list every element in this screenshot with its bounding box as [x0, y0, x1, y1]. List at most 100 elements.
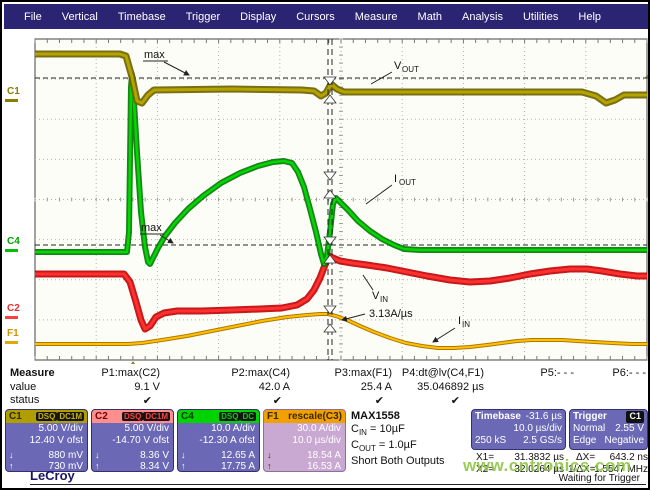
- c2-badge-coupling: DC1M: [143, 412, 170, 421]
- menu-measure[interactable]: Measure: [354, 10, 398, 23]
- x1-label: X1=: [476, 452, 495, 463]
- trigger-level: 2.55 V: [615, 423, 644, 434]
- trigger-title: Trigger: [573, 411, 607, 422]
- test-notes: MAX1558 CIN = 10µF COUT = 1.0µF Short Bo…: [351, 410, 445, 468]
- menu-analysis[interactable]: Analysis: [462, 10, 503, 23]
- c4-min-value: 12.65 A: [221, 450, 255, 461]
- menu-utilities[interactable]: Utilities: [522, 10, 559, 23]
- channel-box-c1[interactable]: C1 DSQ DC1M 5.00 V/div 12.40 V ofst ↓ 880 …: [5, 409, 88, 472]
- menu-math[interactable]: Math: [417, 10, 442, 23]
- f1-function-name: rescale(C3): [288, 411, 342, 422]
- footer-divider: [30, 484, 646, 485]
- measure-p1-label[interactable]: P1:max(C2): [101, 367, 160, 379]
- channel-box-c4[interactable]: C4 DSQ DC 10.0 A/div -12.30 A ofst ↓ 12.65…: [177, 409, 260, 472]
- menu-vertical[interactable]: Vertical: [61, 10, 98, 23]
- c4-badge-coupling: DC: [240, 412, 256, 421]
- x2-value: 32.0264 µs: [514, 464, 564, 475]
- measure-p2-status: ✔: [272, 395, 282, 407]
- c4-id: C4: [181, 411, 194, 422]
- c1-max-value: 730 mV: [48, 461, 83, 472]
- min-arrow-icon: ↓: [181, 450, 186, 460]
- measure-p1-value: 9.1 V: [134, 381, 160, 393]
- trigger-time-marker[interactable]: [128, 361, 138, 364]
- measure-p4-status: ✔: [450, 395, 460, 407]
- timebase-rate: 2.5 GS/s: [523, 435, 562, 446]
- f1-zero-marker[interactable]: [5, 341, 18, 344]
- grid-ticks: [34, 38, 648, 361]
- c4-offset: -12.30 A ofst: [199, 435, 255, 446]
- c4-badge-dsq: DSQ: [219, 412, 241, 421]
- trigger-box[interactable]: Trigger C1 Normal 2.55 V Edge Negative: [569, 409, 648, 450]
- svg-text:IN: IN: [380, 295, 388, 304]
- trigger-slope: Negative: [604, 435, 644, 446]
- menu-display[interactable]: Display: [240, 10, 277, 23]
- c4-scale: 10.0 A/div: [211, 423, 255, 434]
- c1-badge-coupling: DC1M: [57, 412, 84, 421]
- svg-text:OUT: OUT: [402, 65, 419, 74]
- c1-offset: 12.40 V ofst: [29, 435, 83, 446]
- measure-p2-label[interactable]: P2:max(C4): [231, 367, 290, 379]
- measure-p3-status: ✔: [374, 395, 384, 407]
- measure-p6-label[interactable]: P6:- - -: [612, 367, 646, 379]
- x2-label: X2=: [476, 464, 495, 475]
- invdx-value: 1.5547 MHz: [594, 464, 648, 475]
- max-annotation-top: max: [144, 49, 165, 61]
- trigger-mode: Normal: [573, 423, 606, 434]
- trace-iout-c4: [35, 72, 647, 267]
- vin-label: V: [372, 290, 380, 302]
- menu-trigger[interactable]: Trigger: [185, 10, 221, 23]
- trace-iin-f1: [35, 312, 647, 350]
- c2-offset: -14.70 V ofst: [112, 435, 169, 446]
- menu-bar: File Vertical Timebase Trigger Display C…: [4, 4, 648, 29]
- waveform-grid: C1 C4 C2 F1 max V OUT I OUT max: [5, 38, 650, 364]
- function-box-f1[interactable]: F1 rescale(C3) 30.0 A/div 10.0 µs/div ↓ 1…: [263, 409, 346, 472]
- f1-timebase: 10.0 µs/div: [292, 435, 341, 446]
- min-arrow-icon: ↓: [9, 450, 14, 460]
- cursor-crossing-markers: [323, 76, 337, 333]
- c2-id: C2: [95, 411, 108, 422]
- max-arrow-icon: ↑: [95, 461, 100, 471]
- c1-marker-label: C1: [7, 86, 20, 97]
- timebase-delay: -31.6 µs: [525, 411, 562, 422]
- timebase-title: Timebase: [475, 411, 521, 422]
- c2-marker-label: C2: [7, 303, 20, 314]
- measure-p4-label[interactable]: P4:dt@lv(C4,F1): [401, 367, 484, 379]
- c2-badge-dsq: DSQ: [121, 412, 144, 421]
- value-row-label: value: [10, 381, 37, 393]
- measure-p2-value: 42.0 A: [258, 381, 290, 393]
- c1-badge-dsq: DSQ: [35, 412, 58, 421]
- measure-p3-value: 25.4 A: [360, 381, 392, 393]
- vout-label: V: [394, 60, 402, 72]
- c2-zero-marker[interactable]: [5, 316, 18, 319]
- timebase-box[interactable]: Timebase -31.6 µs 10.0 µs/div 250 kS 2.5 G…: [471, 409, 566, 450]
- timebase-scale: 10.0 µs/div: [513, 423, 562, 434]
- lecroy-logo: LeCroy: [30, 468, 75, 483]
- c4-max-value: 17.75 A: [221, 461, 255, 472]
- menu-cursors[interactable]: Cursors: [296, 10, 335, 23]
- menu-file[interactable]: File: [24, 10, 42, 23]
- menu-timebase[interactable]: Timebase: [117, 10, 166, 23]
- plot-annotations: max V OUT I OUT max V IN 3.13A/µs I IN: [140, 49, 470, 343]
- trigger-source-badge: C1: [626, 411, 644, 423]
- c1-scale: 5.00 V/div: [38, 423, 83, 434]
- c1-zero-marker[interactable]: [5, 99, 18, 102]
- c2-min-value: 8.36 V: [140, 450, 169, 461]
- measure-p5-label[interactable]: P5:- - -: [540, 367, 574, 379]
- measure-p3-label[interactable]: P3:max(F1): [334, 367, 392, 379]
- c4-zero-marker[interactable]: [5, 249, 18, 252]
- f1-marker-label: F1: [7, 328, 19, 339]
- max-arrow-icon: ↑: [267, 461, 272, 471]
- iin-label: I: [458, 315, 461, 327]
- f1-min-value: 18.54 A: [307, 450, 341, 461]
- menu-help[interactable]: Help: [578, 10, 602, 23]
- x1-value: 31.3832 µs: [514, 452, 564, 463]
- trigger-level-marker[interactable]: [645, 73, 650, 81]
- measure-p1-status: ✔: [142, 395, 152, 407]
- f1-scale: 30.0 A/div: [297, 423, 341, 434]
- invdx-label: 1/ΔX=: [568, 464, 596, 475]
- timebase-samples: 250 kS: [475, 435, 507, 446]
- c1-min-value: 880 mV: [48, 450, 83, 461]
- iout-label: I: [394, 173, 397, 185]
- device-name: MAX1558: [351, 410, 400, 422]
- channel-box-c2[interactable]: C2 DSQ DC1M 5.00 V/div -14.70 V ofst ↓ 8.3…: [91, 409, 174, 472]
